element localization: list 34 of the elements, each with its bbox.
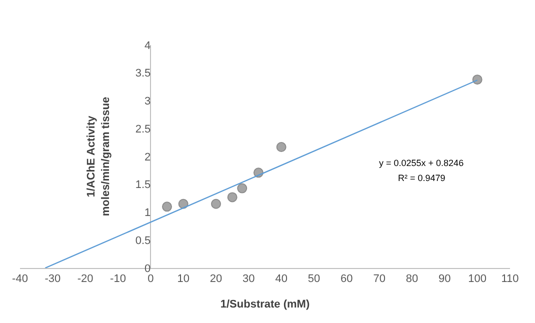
y-tick-label: 3.5	[135, 68, 151, 80]
x-tick-label: 110	[501, 273, 519, 286]
y-tick-label: 4	[144, 40, 151, 52]
x-tick-label: 100	[468, 273, 487, 286]
y-tick-label: 3	[144, 96, 151, 108]
x-tick-label: 10	[177, 273, 190, 286]
point	[211, 198, 221, 209]
y-tick-label: 1	[144, 207, 151, 220]
x-tick-label: -20	[77, 273, 94, 286]
x-tick-label: 30	[242, 273, 255, 286]
point	[162, 202, 172, 212]
point	[276, 142, 286, 152]
point	[227, 192, 238, 202]
x-tick-label: 40	[275, 273, 288, 286]
x-tick-label: 90	[438, 273, 451, 286]
x-tick-label: -10	[110, 273, 126, 286]
x-tick-label: 60	[340, 273, 353, 286]
annotation: R² = 0.9479	[398, 173, 446, 183]
y-tick-label: 0.5	[135, 234, 151, 247]
x-tick-label: -40	[12, 273, 28, 286]
y-axis-title: 1/AChE Activity moles/min/gram tissue	[86, 96, 112, 216]
point	[237, 183, 248, 194]
x-tick-label: 70	[373, 273, 386, 286]
x-tick-label: -30	[44, 273, 61, 286]
y-tick-label: 0	[144, 262, 151, 275]
x-tick-label: 80	[406, 273, 418, 286]
x-tick-label: 20	[210, 273, 222, 286]
annotation: y = 0.0255x + 0.8246	[379, 158, 464, 168]
y-tick-label: 2	[144, 151, 151, 164]
x-tick-label: 50	[308, 273, 320, 286]
point	[472, 74, 482, 85]
y-tick-label: 2.5	[135, 123, 151, 136]
y-tick-label: 1.5	[135, 179, 151, 192]
x-axis-title: 1/Substrate (mM)	[220, 298, 310, 310]
